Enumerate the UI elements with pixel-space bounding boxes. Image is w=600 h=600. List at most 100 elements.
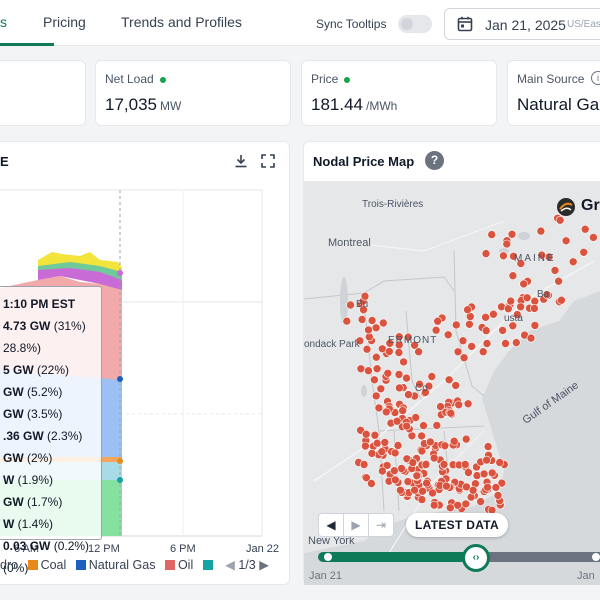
jump-to-latest-icon[interactable]: ⇥ [368, 513, 394, 537]
price-node[interactable] [376, 384, 386, 394]
price-node[interactable] [429, 453, 439, 463]
price-node[interactable] [479, 469, 489, 479]
price-node[interactable] [461, 434, 471, 444]
price-node[interactable] [444, 375, 454, 385]
price-node[interactable] [380, 438, 390, 447]
price-node[interactable] [367, 479, 376, 488]
price-node[interactable] [357, 315, 367, 324]
price-node[interactable] [428, 488, 437, 498]
price-node[interactable] [372, 352, 381, 362]
latest-data-button[interactable]: LATEST DATA [406, 513, 508, 537]
price-node[interactable] [359, 305, 368, 315]
price-node[interactable] [417, 431, 426, 441]
price-node[interactable] [411, 413, 420, 422]
price-node[interactable] [374, 403, 384, 413]
price-node[interactable] [508, 321, 518, 331]
price-node[interactable] [481, 326, 491, 335]
legend-prev-icon[interactable]: ◀ [225, 558, 235, 572]
price-node[interactable] [472, 471, 482, 480]
price-node[interactable] [346, 300, 355, 310]
price-node[interactable] [555, 215, 565, 225]
tab-trends-and-profiles[interactable]: Trends and Profiles [121, 14, 242, 30]
price-node[interactable] [390, 448, 400, 458]
price-node[interactable] [463, 399, 473, 409]
tab-overview[interactable]: s [0, 14, 7, 30]
price-node[interactable] [362, 344, 372, 354]
price-node[interactable] [439, 460, 449, 469]
info-icon[interactable]: i [591, 71, 600, 85]
price-node[interactable] [355, 336, 365, 346]
price-node[interactable] [554, 276, 563, 286]
price-node[interactable] [498, 326, 507, 335]
legend-next-icon[interactable]: ▶ [259, 558, 269, 572]
price-node[interactable] [513, 310, 522, 319]
price-node[interactable] [497, 478, 507, 488]
price-node[interactable] [433, 316, 442, 326]
price-node[interactable] [579, 248, 589, 257]
price-node[interactable] [432, 421, 442, 430]
price-node[interactable] [530, 304, 539, 313]
price-node[interactable] [385, 347, 394, 356]
price-node[interactable] [487, 468, 497, 478]
price-node[interactable] [394, 370, 404, 379]
price-node[interactable] [507, 229, 517, 239]
time-slider-track[interactable] [476, 552, 600, 562]
price-node[interactable] [495, 458, 504, 467]
price-node[interactable] [396, 485, 405, 495]
price-node[interactable] [516, 302, 525, 312]
price-node[interactable] [399, 357, 408, 367]
price-node[interactable] [364, 325, 373, 335]
price-node[interactable] [412, 471, 422, 481]
price-node[interactable] [390, 466, 399, 476]
price-node[interactable] [397, 464, 406, 473]
price-node[interactable] [530, 321, 540, 330]
price-node[interactable] [451, 381, 460, 390]
price-node[interactable] [461, 499, 471, 509]
price-node[interactable] [463, 305, 472, 314]
price-node[interactable] [459, 353, 469, 362]
price-node[interactable] [367, 449, 377, 458]
price-node[interactable] [489, 309, 498, 319]
price-node[interactable] [394, 332, 404, 341]
price-node[interactable] [383, 369, 393, 378]
price-node[interactable] [394, 348, 404, 357]
price-node[interactable] [449, 436, 459, 446]
price-node[interactable] [460, 460, 470, 469]
price-node[interactable] [468, 485, 478, 495]
price-node[interactable] [371, 323, 381, 333]
sync-tooltips-toggle[interactable] [398, 15, 432, 33]
price-node[interactable] [359, 460, 369, 469]
price-node[interactable] [427, 372, 437, 381]
price-node[interactable] [367, 316, 377, 325]
price-node[interactable] [519, 279, 528, 289]
price-node[interactable] [483, 442, 493, 451]
price-node[interactable] [361, 441, 370, 451]
price-node[interactable] [398, 406, 407, 415]
price-node[interactable] [426, 437, 435, 447]
price-node[interactable] [499, 251, 508, 261]
price-node[interactable] [501, 339, 510, 348]
price-node[interactable] [382, 461, 392, 470]
price-node[interactable] [502, 239, 512, 249]
price-node[interactable] [377, 447, 387, 457]
price-node[interactable] [542, 290, 552, 299]
time-slider-filled[interactable] [318, 552, 478, 562]
price-node[interactable] [454, 400, 463, 410]
price-node[interactable] [382, 407, 391, 417]
price-node[interactable] [453, 500, 462, 510]
price-node[interactable] [536, 226, 546, 236]
price-node[interactable] [402, 373, 411, 383]
price-node[interactable] [422, 478, 431, 488]
price-node[interactable] [410, 485, 419, 495]
price-node[interactable] [483, 482, 492, 492]
price-node[interactable] [589, 233, 598, 242]
price-node[interactable] [442, 481, 451, 491]
price-node[interactable] [452, 320, 461, 330]
price-node[interactable] [440, 441, 450, 451]
price-node[interactable] [467, 342, 476, 351]
price-node[interactable] [481, 249, 491, 258]
price-node[interactable] [404, 390, 413, 399]
price-node[interactable] [395, 383, 404, 393]
price-node[interactable] [372, 438, 382, 448]
price-node[interactable] [361, 429, 371, 439]
